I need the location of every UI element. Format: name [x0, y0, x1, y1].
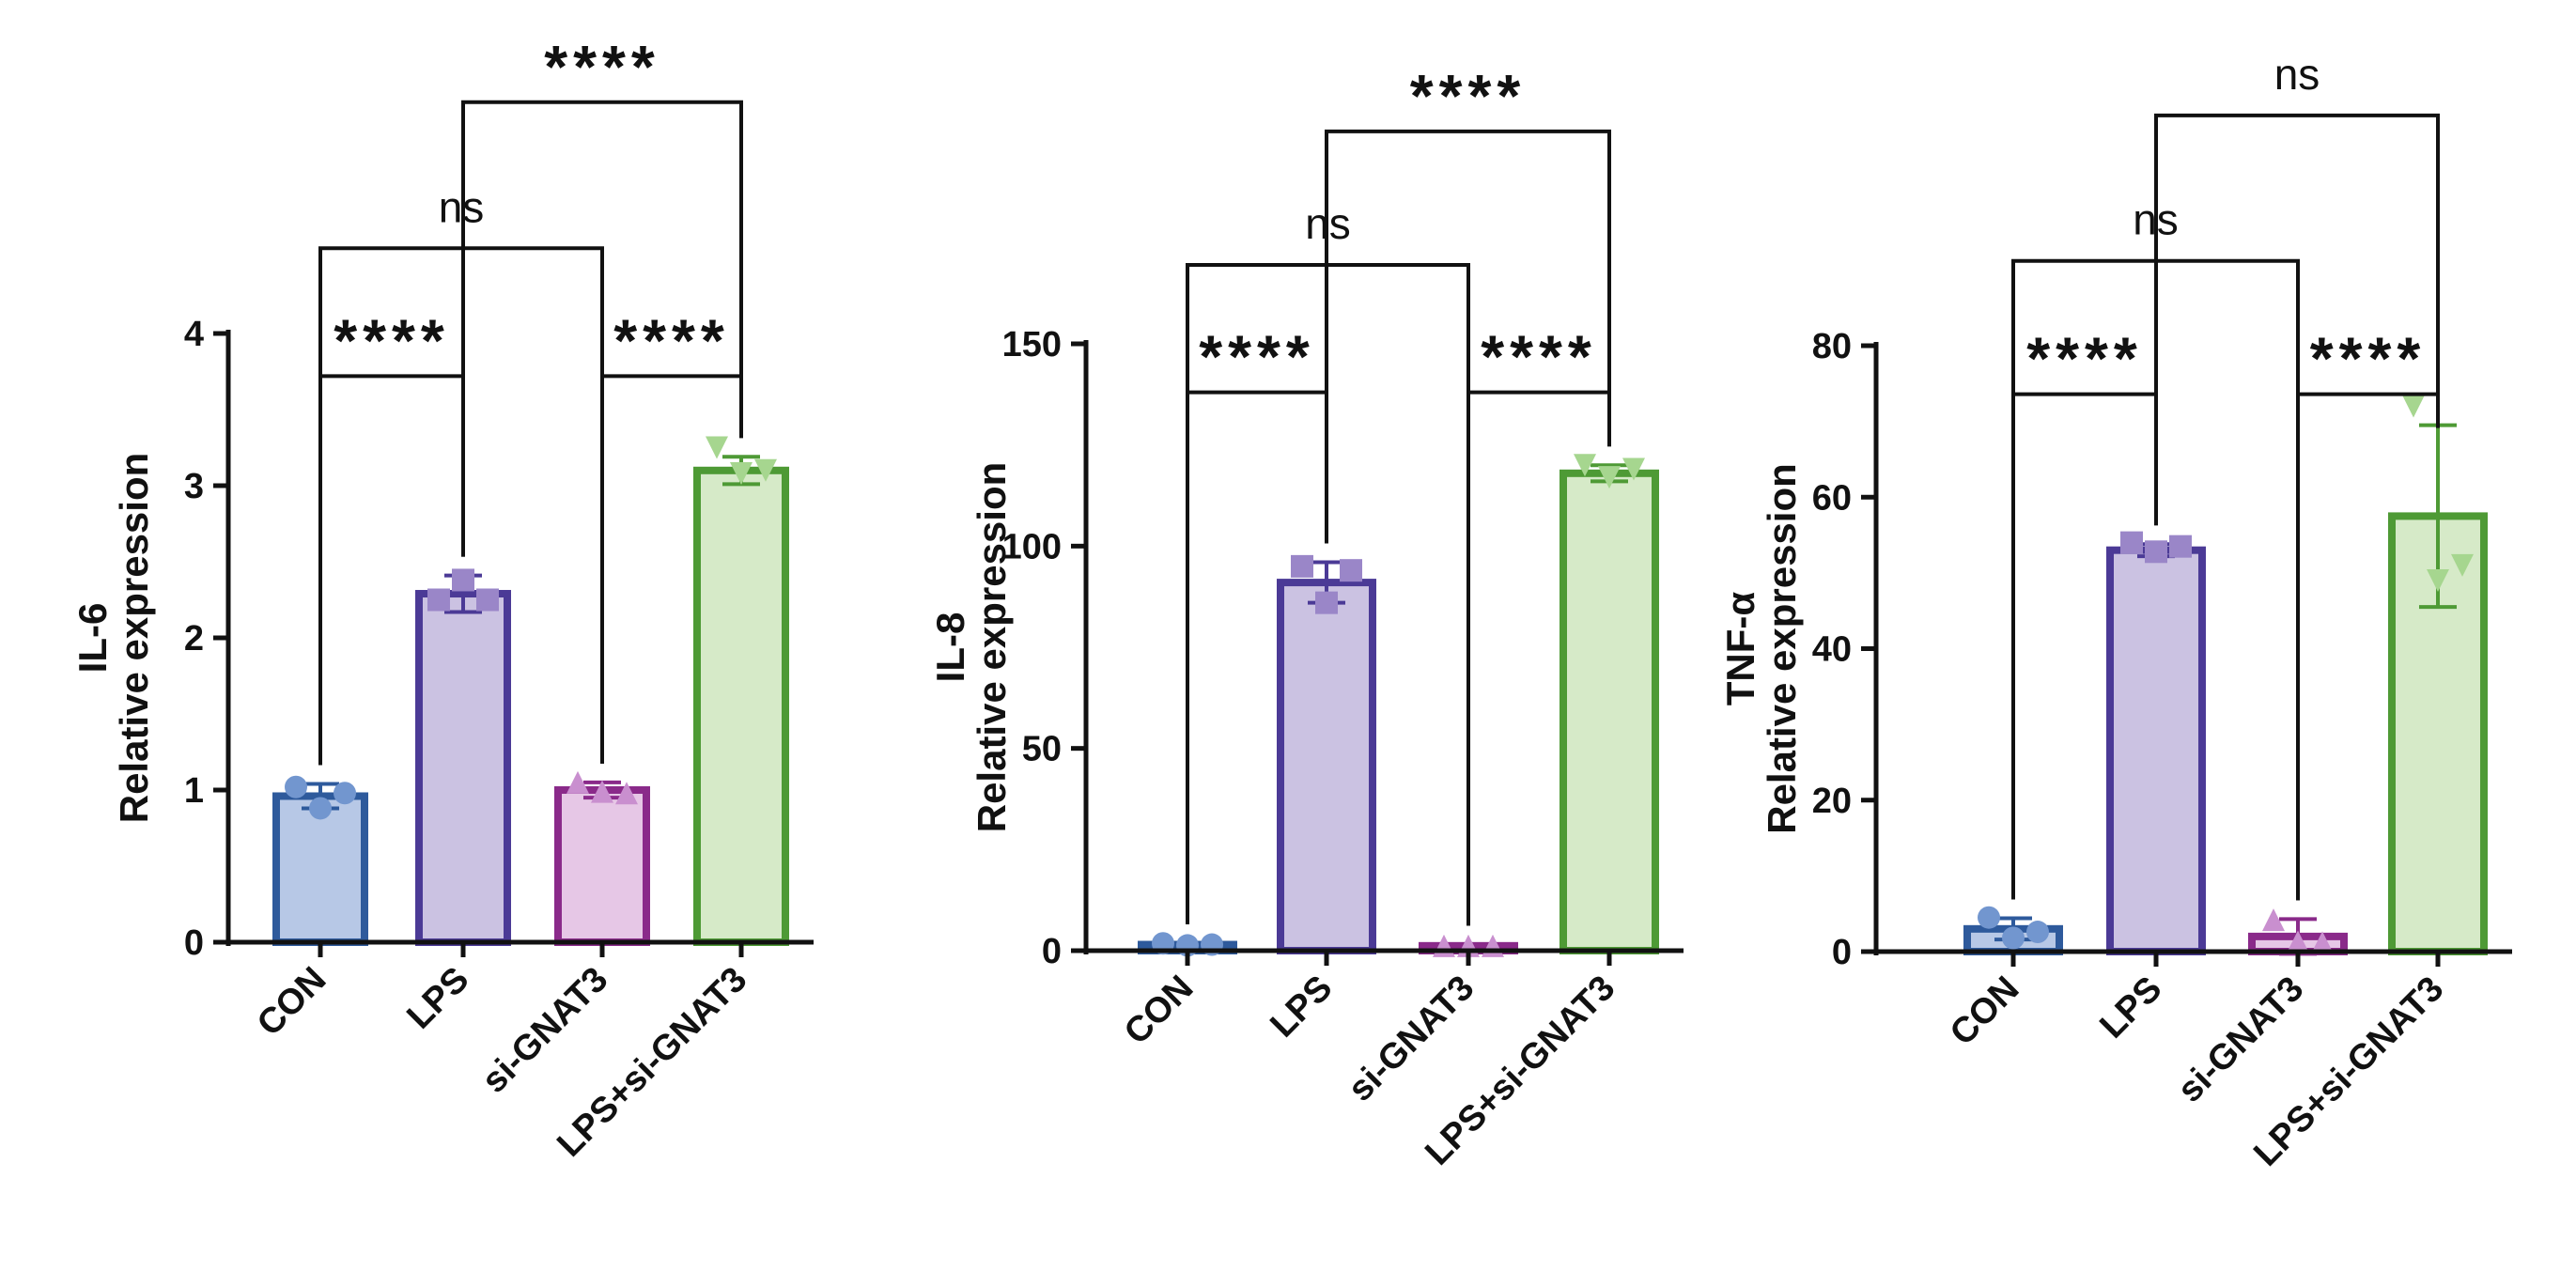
data-point [1598, 466, 1621, 489]
y-tick-label: 40 [1812, 630, 1852, 670]
significance-bracket [2154, 113, 2440, 526]
data-point [285, 775, 307, 798]
bar-lps-si-gnat3 [693, 466, 789, 946]
bar-lps [2106, 546, 2206, 955]
data-point [2262, 908, 2285, 932]
data-point [706, 436, 728, 459]
x-tick-label: LPS [399, 960, 476, 1037]
data-point [476, 588, 499, 612]
significance-label: **** [2026, 325, 2143, 393]
significance-label: **** [2310, 325, 2427, 393]
data-point [615, 782, 638, 805]
y-axis-label-gene: TNF-α [1718, 592, 1762, 706]
y-tick-label: 1 [184, 771, 204, 811]
y-tick-label: 150 [1002, 325, 1062, 364]
data-point [1315, 591, 1338, 614]
y-tick-label: 0 [184, 923, 204, 963]
data-point [1978, 906, 2000, 929]
y-axis-label: Relative expression [970, 462, 1014, 833]
data-point [452, 568, 474, 592]
x-tick-label: CON [1943, 969, 2026, 1053]
y-tick-label: 20 [1812, 782, 1852, 821]
data-point [754, 458, 777, 482]
data-point [309, 797, 332, 820]
x-tick-label: si-GNAT3 [474, 960, 615, 1101]
significance-bracket [461, 100, 743, 557]
significance-label: ns [2274, 50, 2320, 99]
y-axis-label-gene: IL-6 [70, 603, 115, 674]
y-tick-label: 2 [184, 619, 204, 659]
significance-label: **** [334, 306, 450, 374]
bar-lps [415, 590, 511, 947]
significance-label: **** [613, 306, 730, 374]
y-tick-label: 4 [184, 315, 204, 354]
data-point [1291, 554, 1313, 578]
x-tick-label: CON [250, 960, 334, 1044]
x-tick-label: si-GNAT3 [2170, 969, 2311, 1110]
significance-label: **** [1481, 323, 1597, 391]
data-point [591, 780, 613, 803]
data-point [566, 770, 589, 794]
y-axis-label: Relative expression [112, 453, 156, 824]
y-tick-label: 80 [1812, 327, 1852, 366]
y-tick-label: 60 [1812, 478, 1852, 518]
data-point [2427, 568, 2449, 592]
y-tick-label: 0 [1832, 933, 1852, 972]
data-point [2002, 926, 2025, 950]
x-tick-label: si-GNAT3 [1341, 969, 1482, 1109]
bar-si-gnat3 [554, 786, 650, 946]
bar-lps-si-gnat3 [1560, 469, 1659, 954]
data-point [2026, 921, 2049, 944]
x-tick-label: LPS [2092, 969, 2169, 1046]
data-point [427, 588, 450, 612]
y-axis-label: Relative expression [1760, 463, 1804, 834]
data-point [2402, 395, 2425, 418]
y-tick-label: 0 [1042, 932, 1062, 971]
data-point [1622, 457, 1645, 481]
y-tick-label: 3 [184, 467, 204, 506]
data-point [2169, 535, 2192, 558]
significance-label: **** [1199, 323, 1315, 391]
data-point [2451, 553, 2474, 577]
data-point [2120, 531, 2143, 554]
data-point [2311, 931, 2334, 954]
significance-label: **** [1410, 62, 1527, 130]
significance-label: **** [544, 33, 660, 101]
data-point [2287, 930, 2309, 953]
data-point [1574, 454, 1596, 477]
bar-lps [1277, 579, 1376, 954]
data-point [2145, 540, 2167, 564]
y-axis-label-gene: IL-8 [928, 612, 972, 683]
data-point [1340, 559, 1362, 582]
x-tick-label: CON [1117, 969, 1201, 1052]
data-point [334, 782, 356, 805]
y-tick-label: 50 [1022, 730, 1062, 769]
data-point [730, 462, 753, 486]
y-tick-label: 100 [1002, 527, 1062, 566]
significance-bracket [1325, 129, 1611, 544]
x-tick-label: LPS [1263, 969, 1340, 1046]
